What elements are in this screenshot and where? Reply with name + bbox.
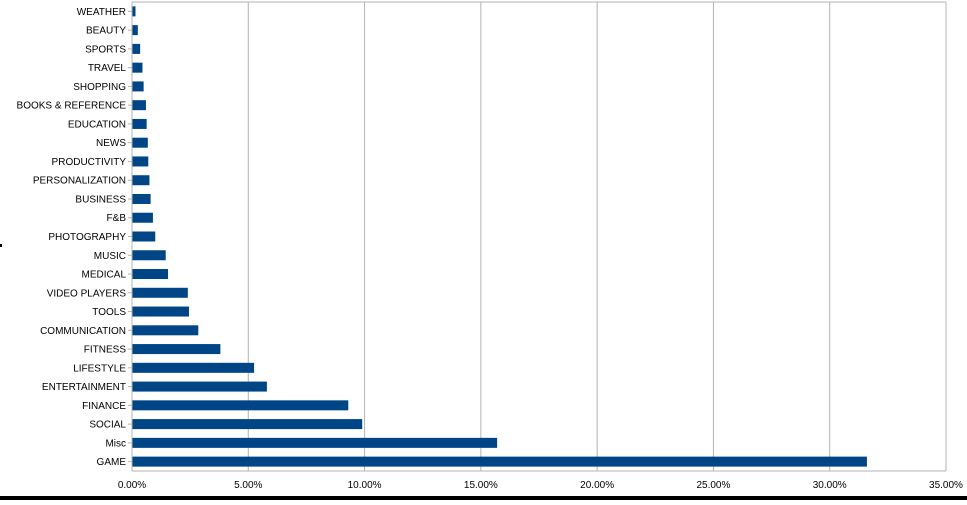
category-label: SPORTS [85,44,126,55]
bar [132,137,148,148]
bar [132,100,146,111]
bar [132,81,144,92]
bar [132,175,150,186]
bar [132,269,169,280]
bar [132,287,188,298]
bar [132,25,138,36]
bar [132,62,143,73]
category-label: EDUCATION [68,119,126,130]
category-label: FITNESS [84,345,127,356]
bar [132,212,153,223]
category-label: WEATHER [77,7,126,18]
x-tick-label: 5.00% [234,480,262,491]
bar [132,306,189,317]
category-label: PHOTOGRAPHY [48,232,126,243]
category-label: LIFESTYLE [73,363,126,374]
x-tick-label: 35.00% [929,480,963,491]
x-tick-label: 15.00% [464,480,498,491]
grid-layer [132,1,947,471]
bar [132,325,199,336]
category-label: BEAUTY [86,26,126,37]
category-label: PRODUCTIVITY [52,157,127,168]
bar [132,156,149,167]
x-tick-label: 20.00% [580,480,614,491]
category-label: NEWS [96,138,126,149]
bar [132,362,255,373]
category-label: FINANCE [82,401,126,412]
category-label: PERSONALIZATION [33,176,126,187]
category-label: SOCIAL [89,420,126,431]
category-label: TOOLS [92,307,126,318]
x-tick-label: 30.00% [813,480,847,491]
bar [132,381,267,392]
bar [132,419,363,430]
bar [132,456,867,467]
category-label: GAME [97,457,127,468]
axis-layer [128,2,946,472]
category-label: TRAVEL [88,63,127,74]
bar [132,231,156,242]
category-label: BUSINESS [75,194,126,205]
bar [132,193,151,204]
bottom-edge-bar [0,496,967,500]
category-label: BOOKS & REFERENCE [17,101,127,112]
category-label: F&B [107,213,127,224]
category-label: SHOPPING [73,82,126,93]
bar [132,437,498,448]
bars-layer [132,6,867,467]
x-tick-labels: 0.00% 5.00% 10.00% 15.00% 20.00% 25.00% 30.00%… [118,480,963,491]
category-label: ENTERTAINMENT [42,382,126,393]
edge-mark [0,244,2,247]
x-tick-label: 25.00% [696,480,730,491]
category-label: MUSIC [94,251,126,262]
category-label: VIDEO PLAYERS [47,288,127,299]
bar [132,118,147,129]
category-labels: GAME Misc SOCIAL FINANCE ENTERTAINMENT LIFEST… [17,7,127,468]
category-label: COMMUNICATION [40,326,126,337]
category-label: Misc [105,438,126,449]
x-tick-label: 0.00% [118,480,146,491]
x-tick-label: 10.00% [348,480,382,491]
bar [132,400,349,411]
bar [132,344,221,355]
bar [132,250,166,261]
category-label: MEDICAL [82,270,127,281]
bar [132,43,141,54]
bar [132,6,136,17]
